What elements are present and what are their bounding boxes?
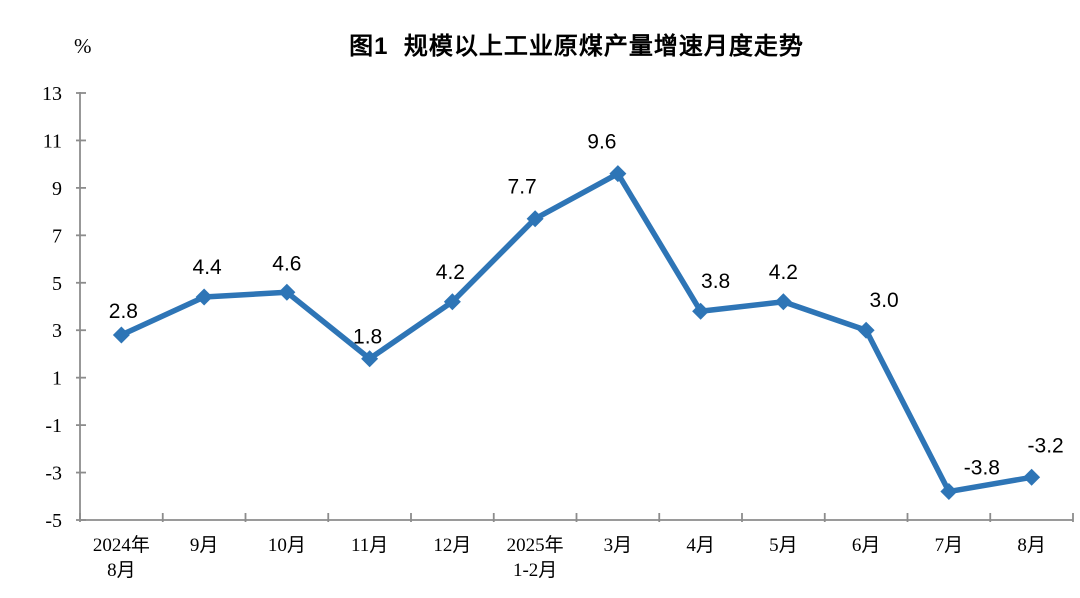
y-axis-tick-label: -5 [45,510,62,532]
data-label: 4.2 [769,261,798,284]
chart-title: 图1 规模以上工业原煤产量增速月度走势 [349,33,804,60]
data-point-marker [1023,468,1041,486]
x-axis-category-label: 6月 [852,535,881,556]
data-point-marker [278,283,296,301]
data-label: 4.6 [272,252,301,275]
data-label: 4.2 [436,261,465,284]
y-axis-tick-label: 11 [43,130,62,152]
data-label: -3.8 [964,457,1000,480]
x-axis-category-label: 5月 [769,535,798,556]
x-axis-category-label: 7月 [935,535,964,556]
data-point-marker [361,350,379,368]
x-axis-category-label: 10月 [268,535,306,556]
y-axis-tick-label: 5 [52,273,62,295]
data-point-marker [195,288,213,306]
data-label: -3.2 [1028,434,1064,457]
x-axis-category-label: 4月 [686,535,715,556]
data-point-marker [609,165,627,183]
x-axis-category-label: 9月 [190,535,219,556]
data-line [118,170,1035,495]
data-label: 3.0 [870,289,899,312]
x-axis-category-label: 2024年 8月 [93,534,150,581]
y-axis-tick-label: 9 [52,178,62,200]
data-label: 4.4 [193,256,223,279]
data-label: 9.6 [587,131,616,154]
data-point-marker [774,293,792,311]
data-label: 3.8 [701,270,730,293]
x-axis-category-label: 2025年 1-2月 [507,534,564,581]
data-label: 7.7 [508,176,537,199]
data-point-marker [857,321,875,339]
data-point-marker [940,483,958,501]
y-axis-tick-label: -1 [45,415,62,437]
x-axis-category-label: 8月 [1017,535,1046,556]
data-label: 1.8 [353,326,382,349]
y-axis-tick-label: -3 [45,463,62,485]
y-axis-tick-label: 7 [52,225,62,247]
y-axis-tick-label: 3 [52,320,62,342]
data-point-marker [526,210,544,228]
x-axis-category-label: 11月 [351,535,388,556]
x-axis-category-label: 12月 [433,535,471,556]
y-axis-tick-label: 13 [42,83,62,105]
data-point-marker [112,326,130,344]
data-point-marker [443,293,461,311]
data-label: 2.8 [109,300,138,323]
data-point-marker [692,302,710,320]
x-axis-category-label: 3月 [604,535,633,556]
y-axis-unit-label: % [74,34,92,58]
y-axis-tick-label: 1 [52,368,62,390]
